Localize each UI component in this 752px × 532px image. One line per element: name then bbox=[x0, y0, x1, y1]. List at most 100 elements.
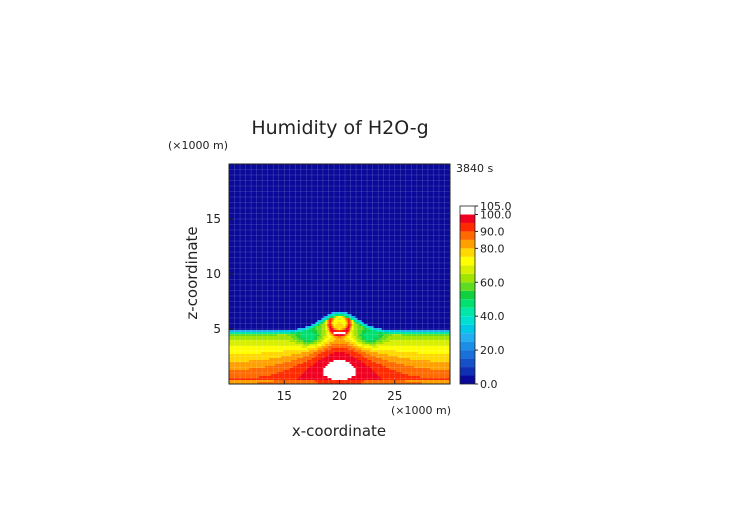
heatmap-cell bbox=[371, 208, 375, 211]
heatmap-cell bbox=[307, 208, 310, 211]
heatmap-cell bbox=[261, 216, 264, 219]
heatmap-cell bbox=[313, 214, 316, 217]
heatmap-cell bbox=[323, 188, 326, 191]
heatmap-cell bbox=[385, 198, 389, 201]
heatmap-cell bbox=[395, 170, 399, 173]
heatmap-cell bbox=[255, 198, 258, 201]
heatmap-cell bbox=[235, 200, 238, 203]
heatmap-cell bbox=[275, 214, 278, 217]
heatmap-cell bbox=[265, 184, 268, 187]
heatmap-cell bbox=[387, 164, 391, 167]
heatmap-cell bbox=[321, 198, 324, 201]
heatmap-cell bbox=[313, 198, 316, 201]
heatmap-cell bbox=[245, 186, 248, 189]
heatmap-cell bbox=[361, 198, 365, 201]
heatmap-cell bbox=[431, 198, 435, 201]
heatmap-cell bbox=[391, 182, 395, 185]
heatmap-cell bbox=[295, 196, 298, 199]
heatmap-cell bbox=[409, 212, 413, 215]
heatmap-cell bbox=[291, 192, 294, 195]
heatmap-cell bbox=[343, 170, 346, 173]
heatmap-cell bbox=[283, 176, 286, 179]
heatmap-cell bbox=[235, 218, 238, 221]
heatmap-cell bbox=[309, 174, 312, 177]
heatmap-cell bbox=[315, 206, 318, 209]
heatmap-cell bbox=[281, 218, 284, 221]
heatmap-cell bbox=[313, 208, 316, 211]
heatmap-cell bbox=[379, 198, 383, 201]
heatmap-cell bbox=[235, 178, 238, 181]
heatmap-cell bbox=[241, 182, 244, 185]
heatmap-cell bbox=[397, 200, 401, 203]
heatmap-cell bbox=[405, 194, 409, 197]
heatmap-cell bbox=[429, 168, 433, 171]
heatmap-cell bbox=[295, 214, 298, 217]
heatmap-cell bbox=[343, 196, 346, 199]
heatmap-cell bbox=[351, 164, 354, 167]
heatmap-cell bbox=[245, 218, 248, 221]
heatmap-cell bbox=[427, 212, 431, 215]
heatmap-cell bbox=[403, 212, 407, 215]
heatmap-cell bbox=[393, 208, 397, 211]
heatmap-cell bbox=[257, 206, 260, 209]
heatmap-cell bbox=[263, 194, 266, 197]
heatmap-cell bbox=[445, 212, 449, 215]
heatmap-cell bbox=[393, 196, 397, 199]
heatmap-cell bbox=[229, 178, 232, 181]
heatmap-cell bbox=[375, 172, 379, 175]
heatmap-cell bbox=[309, 200, 312, 203]
heatmap-cell bbox=[259, 172, 262, 175]
heatmap-cell bbox=[275, 192, 278, 195]
heatmap-cell bbox=[305, 198, 308, 201]
heatmap-cell bbox=[327, 212, 330, 215]
heatmap-cell bbox=[377, 176, 381, 179]
heatmap-cell bbox=[401, 192, 405, 195]
heatmap-cell bbox=[443, 198, 447, 201]
heatmap-cell bbox=[393, 188, 397, 191]
heatmap-cell bbox=[253, 204, 256, 207]
heatmap-cell bbox=[339, 196, 342, 199]
heatmap-cell bbox=[333, 186, 336, 189]
heatmap-cell bbox=[387, 212, 391, 215]
heatmap-cell bbox=[279, 164, 282, 167]
heatmap-cell bbox=[389, 166, 393, 169]
heatmap-cell bbox=[363, 180, 367, 183]
heatmap-cell bbox=[281, 190, 284, 193]
heatmap-cell bbox=[399, 164, 403, 167]
heatmap-cell bbox=[315, 210, 318, 213]
heatmap-cell bbox=[329, 168, 332, 171]
heatmap-cell bbox=[401, 166, 405, 169]
heatmap-cell bbox=[443, 190, 447, 193]
heatmap-cell bbox=[325, 182, 328, 185]
heatmap-cell bbox=[247, 210, 250, 213]
heatmap-cell bbox=[319, 218, 322, 221]
heatmap-cell bbox=[351, 188, 354, 191]
heatmap-cell bbox=[299, 208, 302, 211]
heatmap-cell bbox=[309, 188, 312, 191]
heatmap-cell bbox=[279, 166, 282, 169]
heatmap-cell bbox=[423, 216, 427, 219]
heatmap-cell bbox=[337, 186, 340, 189]
heatmap-cell bbox=[391, 184, 395, 187]
heatmap-cell bbox=[253, 196, 256, 199]
heatmap-cell bbox=[439, 180, 443, 183]
heatmap-cell bbox=[231, 198, 234, 201]
heatmap-cell bbox=[277, 176, 280, 179]
heatmap-cell bbox=[425, 170, 429, 173]
heatmap-cell bbox=[297, 166, 300, 169]
heatmap-cell bbox=[317, 192, 320, 195]
heatmap-cell bbox=[393, 202, 397, 205]
heatmap-cell bbox=[401, 204, 405, 207]
heatmap-cell bbox=[249, 184, 252, 187]
heatmap-cell bbox=[273, 190, 276, 193]
heatmap-cell bbox=[371, 170, 375, 173]
heatmap-cell bbox=[445, 214, 449, 217]
heatmap-cell bbox=[375, 196, 379, 199]
heatmap-cell bbox=[383, 194, 387, 197]
heatmap-cell bbox=[309, 210, 312, 213]
heatmap-cell bbox=[433, 208, 437, 211]
heatmap-cell bbox=[241, 200, 244, 203]
heatmap-cell bbox=[321, 170, 324, 173]
heatmap-cell bbox=[349, 172, 352, 175]
heatmap-cell bbox=[323, 164, 326, 167]
